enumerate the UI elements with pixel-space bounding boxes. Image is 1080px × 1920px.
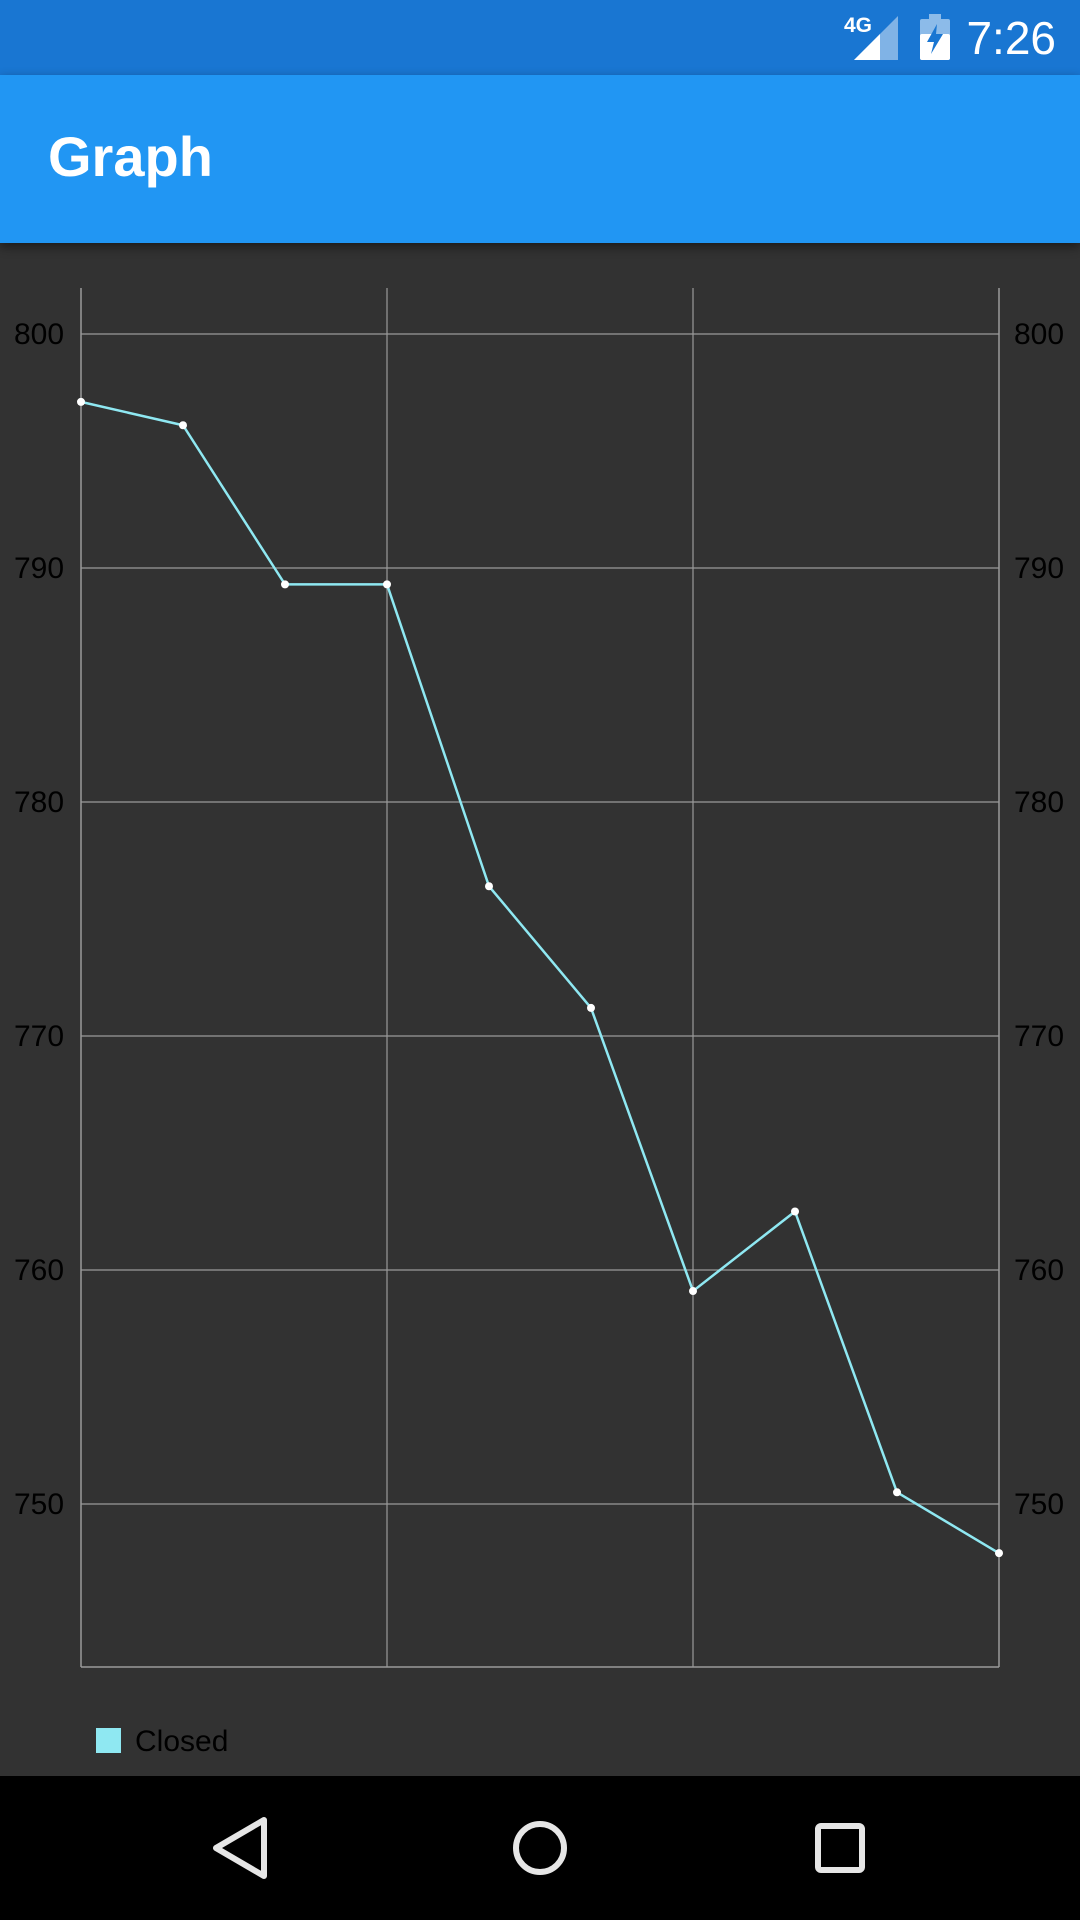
status-time: 7:26 bbox=[966, 12, 1056, 64]
y-tick-label-right: 750 bbox=[1014, 1488, 1064, 1521]
legend-label: Closed bbox=[135, 1725, 228, 1758]
navigation-bar bbox=[0, 1776, 1080, 1920]
battery-charging-icon bbox=[920, 14, 950, 60]
series-line-closed bbox=[80, 400, 1000, 1555]
app-bar: Graph bbox=[0, 75, 1080, 243]
data-point bbox=[791, 1207, 799, 1216]
signal-icon bbox=[854, 16, 898, 60]
page-title: Graph bbox=[48, 125, 213, 188]
data-point bbox=[485, 882, 493, 891]
y-tick-label-left: 780 bbox=[14, 786, 64, 819]
data-point bbox=[383, 580, 391, 589]
y-tick-label-left: 760 bbox=[14, 1254, 64, 1287]
data-point bbox=[77, 397, 85, 406]
back-icon bbox=[213, 1817, 267, 1879]
y-tick-label-right: 770 bbox=[1014, 1020, 1064, 1053]
y-tick-label-right: 790 bbox=[1014, 552, 1064, 585]
status-bar: 4G 7:26 bbox=[0, 0, 1080, 75]
data-point bbox=[587, 1003, 595, 1012]
recents-icon bbox=[815, 1823, 865, 1873]
data-point bbox=[179, 421, 187, 430]
y-tick-label-right: 780 bbox=[1014, 786, 1064, 819]
y-tick-label-right: 760 bbox=[1014, 1254, 1064, 1287]
home-icon bbox=[513, 1821, 567, 1875]
y-tick-label-left: 790 bbox=[14, 552, 64, 585]
network-type-label: 4G bbox=[844, 14, 873, 37]
recents-button[interactable] bbox=[768, 1776, 912, 1920]
data-point bbox=[281, 580, 289, 589]
back-button[interactable] bbox=[168, 1776, 312, 1920]
data-point bbox=[893, 1488, 901, 1497]
y-tick-label-left: 750 bbox=[14, 1488, 64, 1521]
legend-swatch bbox=[96, 1728, 121, 1753]
line-chart: 800 800 790 790 780 780 770 770 760 760 750 750 Clos… bbox=[14, 288, 1064, 1758]
data-point bbox=[995, 1549, 1003, 1558]
y-tick-label-left: 800 bbox=[14, 318, 64, 351]
home-button[interactable] bbox=[468, 1776, 612, 1920]
data-point bbox=[689, 1287, 697, 1296]
y-tick-label-right: 800 bbox=[1014, 318, 1064, 351]
y-tick-label-left: 770 bbox=[14, 1020, 64, 1053]
